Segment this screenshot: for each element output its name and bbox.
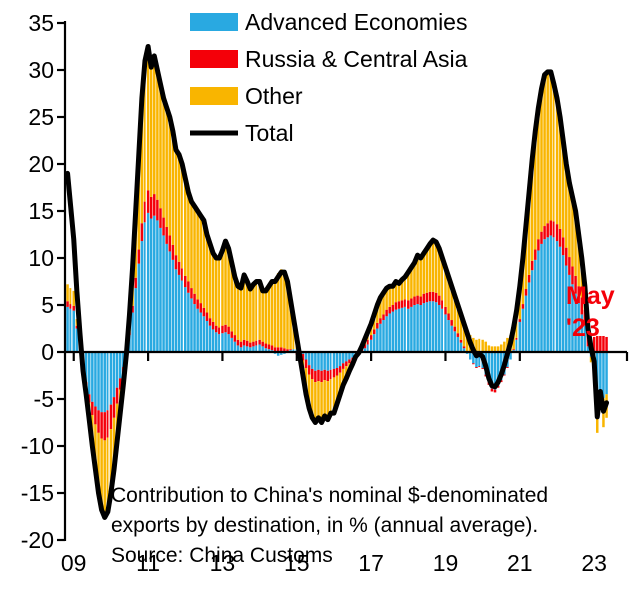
latest-point-label-year: '23 bbox=[566, 314, 600, 342]
russia-central-asia-swatch-icon bbox=[190, 50, 238, 68]
svg-text:19: 19 bbox=[433, 550, 459, 576]
svg-text:-10: -10 bbox=[21, 433, 54, 459]
latest-point-label-month: May bbox=[566, 282, 615, 310]
svg-text:17: 17 bbox=[358, 550, 384, 576]
legend-label: Total bbox=[245, 119, 294, 146]
svg-text:15: 15 bbox=[284, 550, 310, 576]
legend-label: Russia & Central Asia bbox=[245, 45, 468, 72]
svg-text:5: 5 bbox=[41, 292, 54, 318]
svg-text:11: 11 bbox=[136, 550, 160, 576]
svg-text:15: 15 bbox=[28, 198, 54, 224]
bars-advanced-economies bbox=[66, 212, 608, 413]
svg-text:10: 10 bbox=[28, 245, 54, 271]
svg-text:-15: -15 bbox=[21, 480, 54, 506]
latest-point-label: May '23 bbox=[566, 280, 615, 344]
footnote-line: exports by destination, in % (annual ave… bbox=[111, 514, 539, 537]
legend-item-advanced-economies: Advanced Economies bbox=[190, 9, 467, 35]
legend-label: Other bbox=[245, 82, 303, 109]
legend: Advanced Economies Russia & Central Asia… bbox=[190, 9, 467, 146]
svg-text:30: 30 bbox=[28, 57, 54, 83]
advanced-economies-swatch-icon bbox=[190, 13, 238, 31]
svg-text:0: 0 bbox=[41, 339, 54, 365]
x-axis-labels: 09 11 13 15 17 19 21 23 bbox=[61, 550, 607, 576]
svg-text:25: 25 bbox=[28, 104, 54, 130]
other-swatch-icon bbox=[190, 87, 238, 105]
svg-text:20: 20 bbox=[28, 151, 54, 177]
footnote-line: Contribution to China's nominal $-denomi… bbox=[111, 484, 549, 507]
svg-text:-5: -5 bbox=[34, 386, 54, 412]
svg-text:35: 35 bbox=[28, 10, 54, 36]
legend-item-other: Other bbox=[190, 83, 467, 109]
total-line bbox=[65, 44, 610, 520]
chart-footnote: Contribution to China's nominal $-denomi… bbox=[111, 481, 548, 571]
svg-text:13: 13 bbox=[210, 550, 236, 576]
axes bbox=[57, 21, 629, 542]
svg-text:-20: -20 bbox=[21, 527, 54, 553]
svg-text:23: 23 bbox=[581, 550, 607, 576]
y-axis-labels: 35 30 25 20 15 10 5 0 -5 -10 -15 -20 bbox=[21, 10, 54, 553]
svg-text:09: 09 bbox=[61, 550, 87, 576]
total-line-swatch-icon bbox=[190, 130, 238, 136]
legend-item-total: Total bbox=[190, 120, 467, 146]
legend-label: Advanced Economies bbox=[245, 8, 468, 35]
legend-item-russia-central-asia: Russia & Central Asia bbox=[190, 46, 467, 72]
footnote-line: Source: China Customs bbox=[111, 544, 333, 567]
svg-text:21: 21 bbox=[507, 550, 533, 576]
